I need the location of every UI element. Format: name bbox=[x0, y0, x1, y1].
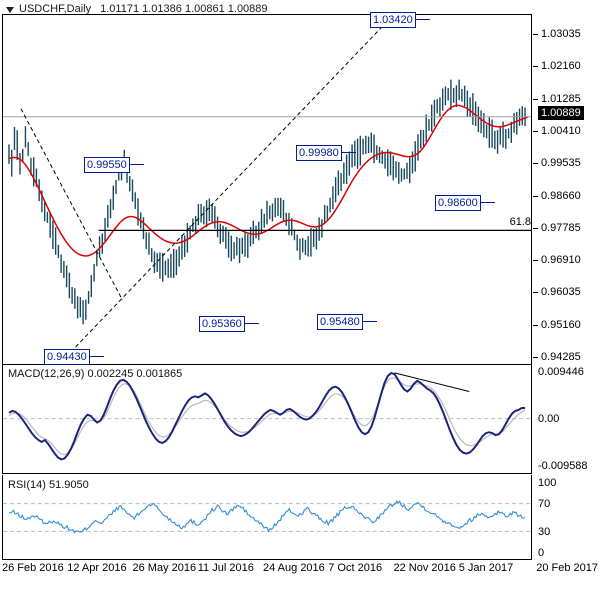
macd-axis-label: 0.009446 bbox=[538, 366, 584, 378]
symbol-label: USDCHF,Daily bbox=[19, 3, 92, 15]
price-axis-label: 1.00410 bbox=[541, 124, 581, 137]
date-axis-label: 11 Jul 2016 bbox=[197, 562, 254, 574]
price-tag[interactable]: 1.03420 bbox=[370, 12, 416, 28]
macd-indicator-label: MACD(12,26,9) 0.002245 0.001865 bbox=[8, 368, 183, 380]
rsi-axis-label: 70 bbox=[538, 498, 551, 510]
date-axis-label: 22 Nov 2016 bbox=[393, 562, 456, 574]
price-axis-label: 0.95160 bbox=[541, 318, 581, 331]
price-tag-connector bbox=[90, 356, 104, 357]
price-axis-tick bbox=[533, 324, 538, 326]
macd-axis-label: 0.00 bbox=[538, 412, 560, 425]
price-axis-tick bbox=[533, 260, 538, 262]
date-axis-label: 24 Aug 2016 bbox=[263, 562, 325, 574]
date-axis-label: 7 Oct 2016 bbox=[328, 562, 383, 574]
price-axis-tick bbox=[533, 227, 538, 229]
price-tag[interactable]: 0.94430 bbox=[44, 349, 90, 365]
price-axis-label: 0.96035 bbox=[541, 286, 581, 299]
triangle-down-icon[interactable] bbox=[6, 6, 14, 13]
macd-panel[interactable] bbox=[2, 364, 532, 474]
price-tag[interactable]: 0.99550 bbox=[84, 157, 130, 173]
date-axis-label: 20 Feb 2017 bbox=[536, 562, 598, 574]
date-axis-label: 12 Apr 2016 bbox=[67, 562, 127, 574]
rsi-panel[interactable] bbox=[2, 475, 532, 560]
price-tag[interactable]: 0.99980 bbox=[296, 145, 342, 161]
price-tag-connector bbox=[481, 202, 495, 203]
price-axis: 1.03035 1.02160 1.01285 1.00410 0.99535 0.986… bbox=[533, 0, 600, 600]
price-tag[interactable]: 0.95360 bbox=[199, 316, 245, 332]
price-axis-tick bbox=[533, 163, 538, 165]
date-axis-label: 26 Feb 2016 bbox=[2, 562, 64, 574]
price-axis-label: 1.02160 bbox=[541, 60, 581, 73]
price-tag-connector bbox=[363, 321, 377, 322]
chart-header: USDCHF,Daily 1.01171 1.01386 1.00861 1.0… bbox=[6, 2, 268, 16]
price-axis-tick bbox=[533, 195, 538, 197]
macd-axis-label: -0.009588 bbox=[538, 460, 588, 472]
price-axis-tick bbox=[533, 292, 538, 294]
price-axis-tick bbox=[533, 34, 538, 35]
price-tag[interactable]: 0.95480 bbox=[317, 314, 363, 330]
rsi-axis-label: 0 bbox=[538, 547, 545, 559]
current-price-label: 1.00889 bbox=[538, 106, 584, 121]
price-axis-label: 0.98660 bbox=[541, 189, 581, 202]
price-axis-tick bbox=[533, 98, 538, 100]
price-chart-panel[interactable] bbox=[2, 14, 532, 364]
fib-618-label: 61.8 bbox=[509, 216, 531, 228]
price-axis-label: 0.94285 bbox=[541, 351, 581, 363]
macd-axis: 0.009446 0.00 -0.009588 bbox=[533, 0, 600, 600]
date-axis-label: 26 May 2016 bbox=[132, 562, 197, 574]
rsi-axis-label: 30 bbox=[538, 526, 551, 538]
price-tag-connector bbox=[130, 164, 144, 165]
price-axis-label: 1.01285 bbox=[541, 92, 581, 105]
rsi-axis-label: 100 bbox=[538, 477, 557, 489]
date-axis: 26 Feb 2016 12 Apr 2016 26 May 2016 11 Jul … bbox=[0, 562, 600, 582]
ohlc-values: 1.01171 1.01386 1.00861 1.00889 bbox=[100, 3, 268, 15]
rsi-axis: 100 70 30 0 bbox=[533, 0, 600, 600]
price-axis-tick bbox=[533, 66, 538, 68]
price-axis-tick bbox=[533, 130, 538, 132]
price-tag-connector bbox=[416, 19, 430, 20]
date-axis-label: 5 Jan 2017 bbox=[458, 562, 514, 574]
price-axis-label: 0.97785 bbox=[541, 221, 581, 234]
price-axis-label: 0.96910 bbox=[541, 254, 581, 267]
price-tag[interactable]: 0.98600 bbox=[435, 195, 481, 211]
price-axis-tick bbox=[533, 357, 538, 358]
price-tag-connector bbox=[342, 152, 356, 153]
rsi-indicator-label: RSI(14) 51.9050 bbox=[8, 479, 89, 491]
price-axis-label: 1.03035 bbox=[541, 28, 581, 40]
price-tag-connector bbox=[245, 323, 259, 324]
price-axis-label: 0.99535 bbox=[541, 157, 581, 170]
